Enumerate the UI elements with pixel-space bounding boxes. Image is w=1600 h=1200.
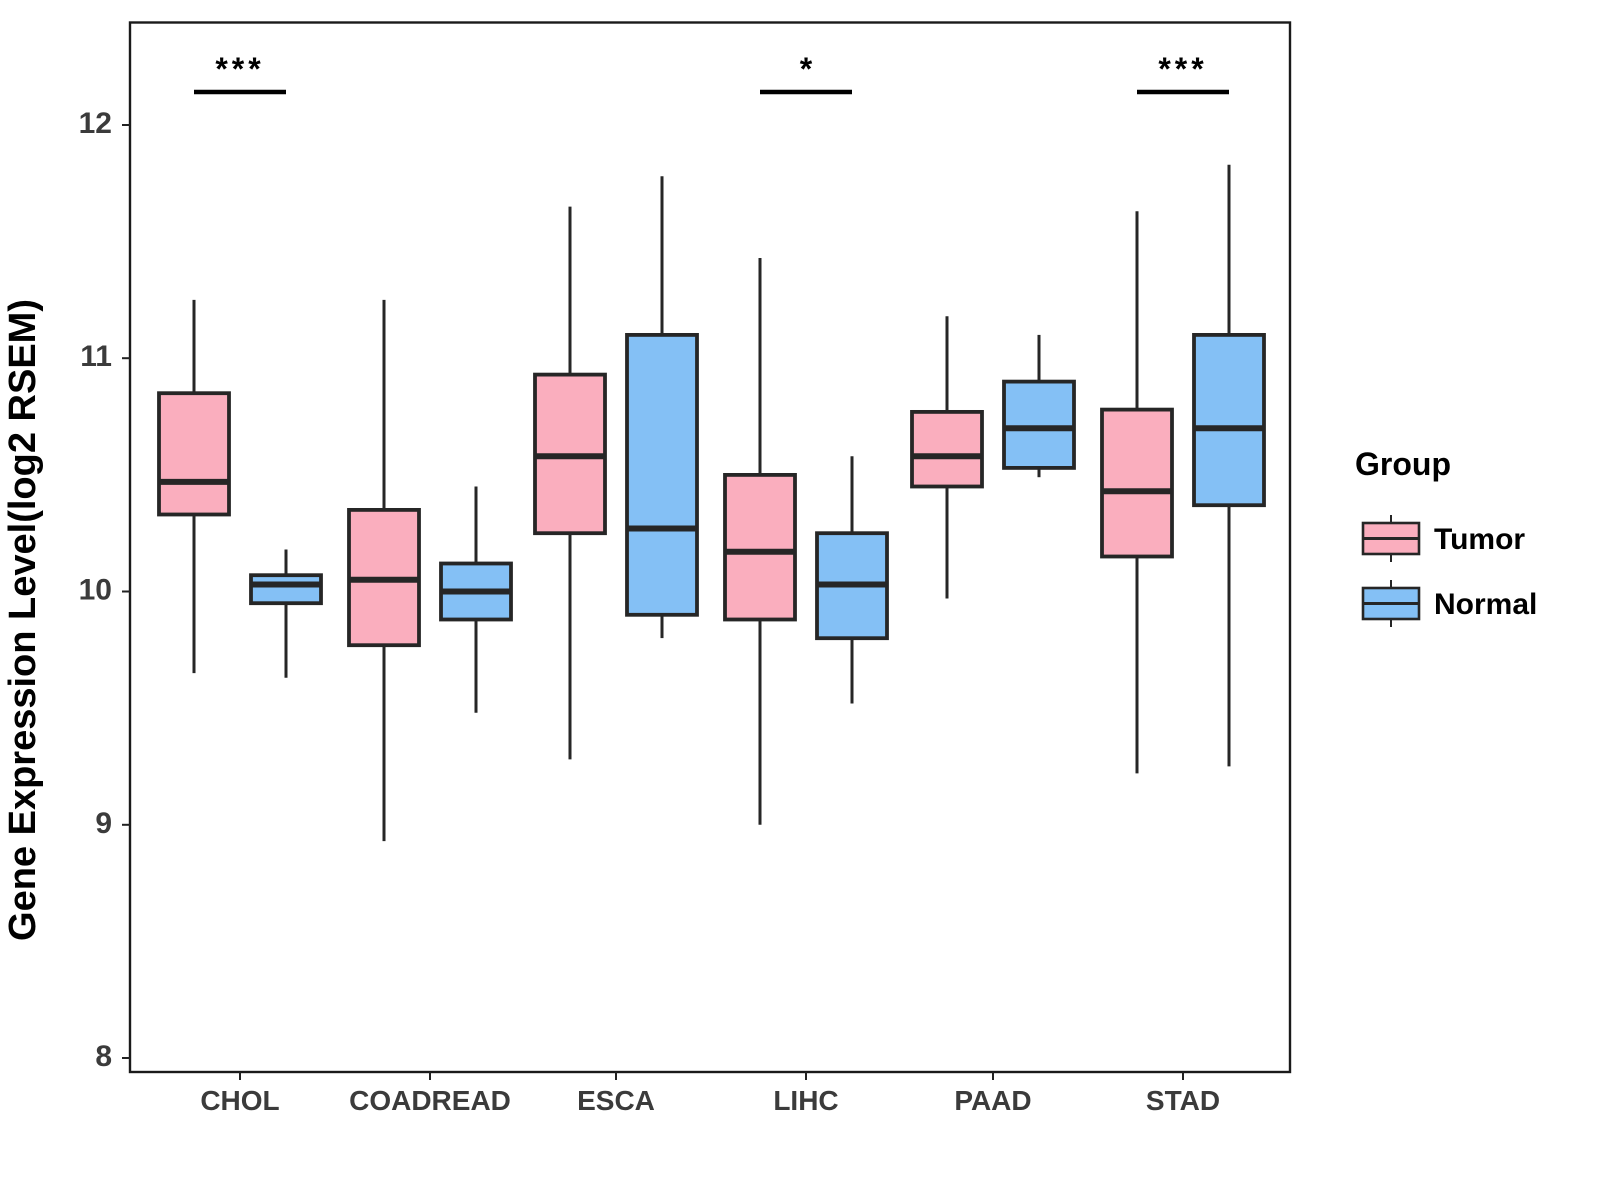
svg-text:***: ***	[1158, 51, 1207, 87]
svg-text:Gene Expression Level(log2 RSE: Gene Expression Level(log2 RSEM)	[2, 299, 44, 941]
svg-text:***: ***	[215, 51, 264, 87]
svg-text:8: 8	[95, 1040, 112, 1073]
svg-text:12: 12	[79, 107, 112, 140]
svg-text:*: *	[800, 51, 813, 87]
svg-text:COADREAD: COADREAD	[349, 1085, 511, 1116]
svg-text:Normal: Normal	[1434, 588, 1537, 621]
svg-text:STAD: STAD	[1146, 1085, 1220, 1116]
svg-text:ESCA: ESCA	[577, 1085, 655, 1116]
svg-text:11: 11	[80, 340, 112, 373]
svg-text:LIHC: LIHC	[773, 1085, 838, 1116]
svg-text:9: 9	[95, 807, 112, 840]
svg-text:10: 10	[79, 574, 112, 607]
svg-text:Tumor: Tumor	[1434, 523, 1525, 556]
svg-text:CHOL: CHOL	[200, 1085, 279, 1116]
svg-text:Group: Group	[1355, 446, 1451, 482]
svg-text:PAAD: PAAD	[954, 1085, 1031, 1116]
